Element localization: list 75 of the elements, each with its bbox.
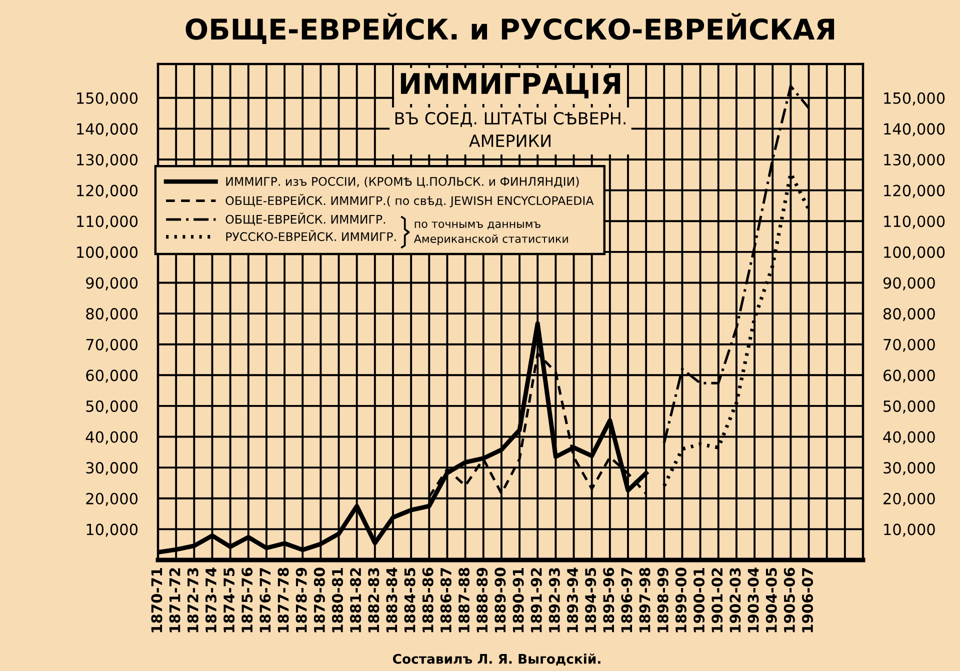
y-tick-label: 90,000 <box>86 277 138 290</box>
y-tick-label: 130,000 <box>77 154 138 168</box>
legend-label: РУССКО-ЕВРЕЙСК. ИММИГР. <box>226 230 396 242</box>
x-tick-label: 1877-78 <box>278 568 289 632</box>
y-tick-label: 100,000 <box>77 246 138 260</box>
x-tick-label: 1885-86 <box>422 568 434 632</box>
x-tick-label: 1904-05 <box>766 568 777 632</box>
y2-tick-label: 40,000 <box>883 431 935 444</box>
y2-tick-label: 80,000 <box>883 308 935 322</box>
y-tick-label: 10,000 <box>86 524 138 537</box>
x-tick-label: 1890-91 <box>512 568 524 632</box>
x-tick-label: 1882-83 <box>368 568 380 632</box>
chart-title: ОБЩЕ-ЕВРЕЙСК. и РУССКО-ЕВРЕЙСКАЯ ИММИГРАЦІЯ <box>186 13 834 98</box>
x-tick-label: 1897-98 <box>639 568 650 632</box>
x-tick-label: 1881-82 <box>350 568 362 632</box>
x-tick-label: 1880-81 <box>332 568 343 632</box>
legend-label: ОБЩЕ-ЕВРЕЙСК. ИММИГР.( по свѣд. JEWISH ENCYCLOPAEDIA <box>226 194 594 208</box>
y-tick-label: 70,000 <box>86 338 138 352</box>
y-tick-label: 50,000 <box>86 400 138 414</box>
x-tick-label: 1905-06 <box>784 568 795 632</box>
x-tick-label: 1888-89 <box>476 568 488 632</box>
y-tick-label: 140,000 <box>77 123 138 136</box>
annotation: по точнымъ даннымъ Американской статистики <box>414 222 568 246</box>
y2-tick-label: 120,000 <box>884 184 945 198</box>
x-tick-label: 1906-07 <box>802 568 813 632</box>
x-tick-label: 1892-93 <box>548 568 560 632</box>
y2-tick-label: 70,000 <box>884 338 935 352</box>
y-tick-label: 80,000 <box>86 308 138 322</box>
x-tick-label: 1889-90 <box>494 568 506 632</box>
y2-tick-label: 150,000 <box>884 92 945 106</box>
y2-tick-label: 30,000 <box>884 462 935 476</box>
x-tick-label: 1886-87 <box>440 568 452 632</box>
x-tick-label: 1872-73 <box>187 568 198 632</box>
y2-tick-label: 140,000 <box>884 123 945 136</box>
x-tick-label: 1900-01 <box>694 568 705 632</box>
y-tick-label: 40,000 <box>86 431 138 444</box>
y-tick-label: 150,000 <box>77 92 138 106</box>
x-tick-label: 1902-03 <box>730 568 741 632</box>
text: ВЪ СОЕД. ШТАТЫ СѢВЕРН. АМЕРИКИ <box>395 112 626 147</box>
x-tick-label: 1875-76 <box>242 568 253 632</box>
x-tick-label: 1895-96 <box>603 568 614 632</box>
y2-tick-label: 130,000 <box>884 154 945 168</box>
x-tick-label: 1878-79 <box>296 568 307 632</box>
x-tick-label: 1901-02 <box>712 568 723 632</box>
y2-tick-label: 90,000 <box>883 277 935 290</box>
x-tick-label: 1870-71 <box>151 568 162 632</box>
x-tick-label: 1883-84 <box>386 568 398 632</box>
x-tick-label: 1896-97 <box>621 568 632 632</box>
x-tick-label: 1874-75 <box>224 568 235 632</box>
text: Составилъ Л. Я. Выгодскій. <box>392 654 600 666</box>
y-tick-label: 120,000 <box>77 184 138 198</box>
x-tick-label: 1871-72 <box>169 568 180 632</box>
y-tick-label: 30,000 <box>86 462 138 476</box>
y-tick-label: 110,000 <box>77 216 138 229</box>
legend-label: ОБЩЕ-ЕВРЕЙСК. ИММИГР. <box>226 212 386 226</box>
y2-tick-label: 20,000 <box>884 492 935 506</box>
y2-tick-label: 10,000 <box>884 524 935 537</box>
x-tick-label: 1899-00 <box>675 568 686 632</box>
x-tick-label: 1887-88 <box>458 568 470 632</box>
y2-tick-label: 100,000 <box>884 246 945 260</box>
x-tick-label: 1893-94 <box>566 568 578 632</box>
x-tick-label: 1873-74 <box>205 568 216 632</box>
x-tick-label: 1898-99 <box>657 568 668 632</box>
y2-tick-label: 50,000 <box>884 400 935 414</box>
y2-tick-label: 60,000 <box>884 370 935 383</box>
y2-tick-label: 110,000 <box>884 216 945 229</box>
x-tick-label: 1879-80 <box>314 568 325 632</box>
legend-label: ИММИГР. изъ РОССІИ, (КРОМѢ Ц.ПОЛЬСК. и ФИНЛЯНДІИ) <box>226 176 579 188</box>
x-tick-label: 1876-77 <box>260 568 271 632</box>
x-tick-label: 1891-92 <box>530 568 542 632</box>
x-tick-label: 1884-85 <box>404 568 416 632</box>
y-tick-label: 20,000 <box>86 492 138 506</box>
x-tick-label: 1894-95 <box>585 568 596 632</box>
y-tick-label: 60,000 <box>86 370 138 383</box>
x-tick-label: 1903-04 <box>748 568 759 632</box>
